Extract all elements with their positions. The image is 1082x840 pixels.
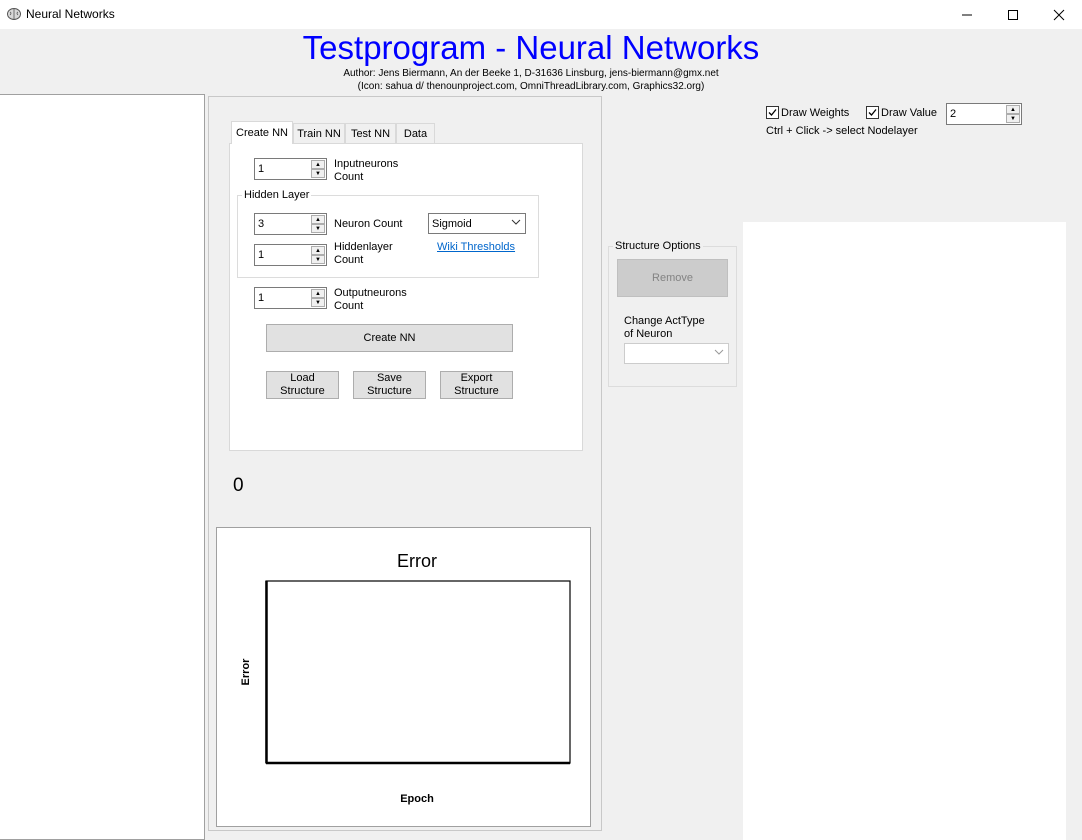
close-button[interactable] [1036,0,1082,29]
window-title: Neural Networks [26,7,115,21]
button-line: Export [460,372,493,384]
spin-down-icon[interactable]: ▼ [311,298,325,307]
button-line: Structure [280,385,325,397]
tab-label: Test NN [350,128,391,140]
label-line: Outputneurons [334,287,407,299]
label-line: Change ActType [624,315,705,327]
author-line: Author: Jens Biermann, An der Beeke 1, D… [343,68,719,79]
button-line: Structure [367,385,412,397]
tab-label: Data [403,128,428,140]
load-structure-button[interactable]: Load Structure [266,371,339,399]
precision-value: 2 [950,108,957,120]
label-line: Count [334,171,364,183]
draw-weights-label: Draw Weights [781,107,850,119]
checkmark-icon [768,109,777,116]
button-line: Save [376,372,403,384]
tab-create-nn[interactable]: Create NN [231,121,293,144]
spin-down-icon[interactable]: ▼ [311,224,325,233]
minimize-icon [962,14,972,15]
draw-value-checkbox[interactable] [866,106,879,119]
close-icon [1053,9,1065,20]
center-panel [208,96,602,831]
activation-select[interactable]: Sigmoid [428,213,526,234]
title-bar [0,0,1082,29]
tab-test-nn[interactable]: Test NN [345,123,396,144]
hidden-layer-group [237,195,539,278]
tab-train-nn[interactable]: Train NN [293,123,345,144]
spin-up-icon[interactable]: ▲ [1006,105,1020,114]
remove-button[interactable]: Remove [617,259,728,297]
input-neurons-spinner[interactable]: 1 ▲ ▼ [254,158,327,180]
export-structure-button[interactable]: Export Structure [440,371,513,399]
counter-value: 0 [233,475,244,496]
spin-down-icon[interactable]: ▼ [1006,114,1020,123]
neuron-count-spinner[interactable]: 3 ▲ ▼ [254,213,327,235]
label-line: Count [334,254,364,266]
label-line: Count [334,300,364,312]
acttype-select[interactable] [624,343,729,364]
label-line: Hiddenlayer [334,241,393,253]
spin-up-icon[interactable]: ▲ [311,215,325,224]
chart-title: Error [397,551,437,571]
save-structure-button[interactable]: Save Structure [353,371,426,399]
spin-down-icon[interactable]: ▼ [311,255,325,264]
create-nn-button[interactable]: Create NN [266,324,513,352]
maximize-button[interactable] [990,0,1036,29]
plot-area [265,580,571,764]
checkmark-icon [868,109,877,116]
hidden-layer-title: Hidden Layer [242,189,312,201]
minimize-button[interactable] [944,0,990,29]
draw-weights-checkbox[interactable] [766,106,779,119]
chevron-down-icon [714,349,724,355]
neuron-count-value: 3 [258,218,265,230]
icon-credits-line: (Icon: sahua d/ thenounproject.com, Omni… [357,81,705,92]
hidden-layer-count-spinner[interactable]: 1 ▲ ▼ [254,244,327,266]
output-neurons-label: Outputneurons Count [334,287,407,313]
label-line: of Neuron [624,328,673,340]
chevron-down-icon [511,219,521,225]
spin-down-icon[interactable]: ▼ [311,169,325,178]
hidden-layer-count-value: 1 [258,249,265,261]
tab-data[interactable]: Data [396,123,435,144]
activation-value: Sigmoid [432,218,472,230]
button-line: Load [290,372,315,384]
tab-label: Create NN [236,127,288,139]
hidden-layer-count-label: Hiddenlayer Count [334,241,393,267]
error-chart: Error Epoch Error [240,551,571,805]
wiki-thresholds-link[interactable]: Wiki Thresholds [437,241,516,253]
input-neurons-value: 1 [258,163,265,175]
output-neurons-spinner[interactable]: 1 ▲ ▼ [254,287,327,309]
neuron-count-label: Neuron Count [334,218,403,230]
label-line: Inputneurons [334,158,399,170]
tab-label: Train NN [297,128,341,140]
output-neurons-value: 1 [258,292,265,304]
y-axis-label: Error [240,658,252,686]
input-neurons-label: Inputneurons Count [334,158,398,184]
network-canvas[interactable] [743,222,1066,840]
spin-up-icon[interactable]: ▲ [311,160,325,169]
structure-options-title: Structure Options [613,240,703,252]
precision-spinner[interactable]: 2 ▲ ▼ [946,103,1022,125]
spin-up-icon[interactable]: ▲ [311,289,325,298]
page-title: Testprogram - Neural Networks [302,29,760,66]
button-line: Structure [454,385,499,397]
draw-value-label: Draw Value [881,107,938,119]
maximize-icon [1008,9,1018,20]
change-acttype-label: Change ActType of Neuron [624,315,705,341]
spin-up-icon[interactable]: ▲ [311,246,325,255]
nodelayer-hint: Ctrl + Click -> select Nodelayer [766,125,918,137]
x-axis-label: Epoch [400,793,434,805]
left-panel [0,94,205,840]
brain-icon [6,6,22,22]
